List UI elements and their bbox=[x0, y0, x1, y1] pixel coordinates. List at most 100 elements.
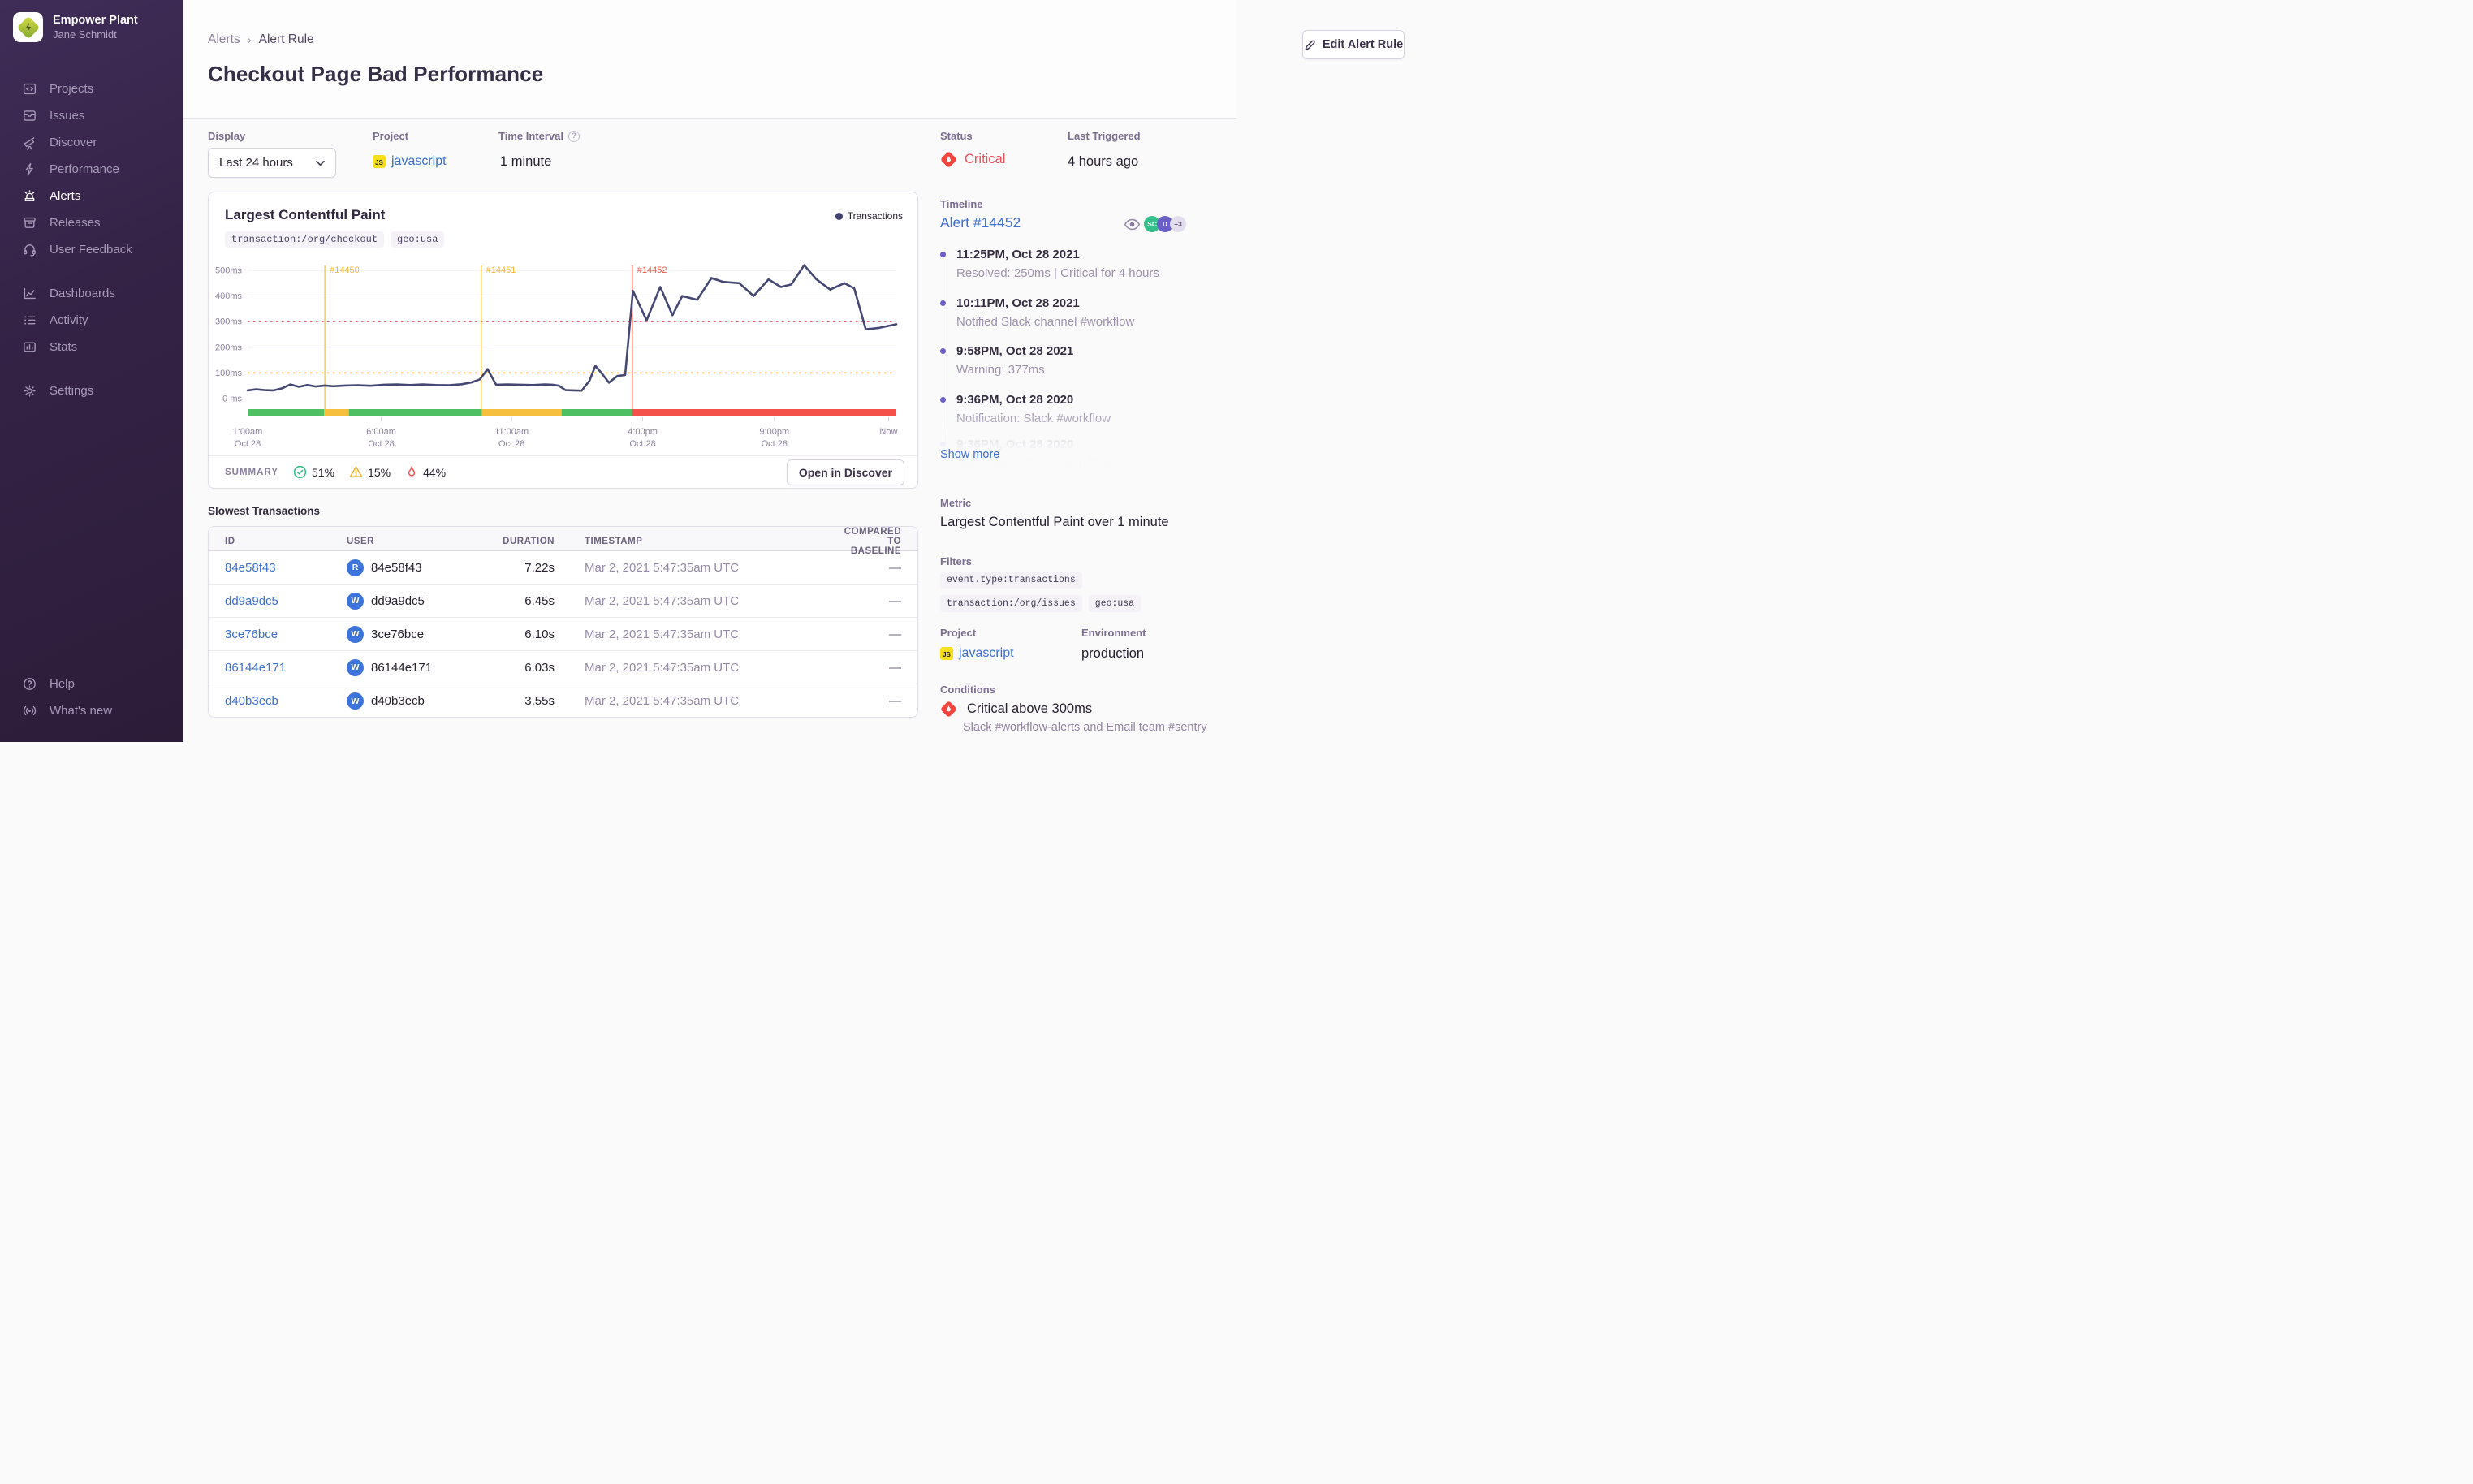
user-avatar: W bbox=[347, 658, 364, 676]
lcp-line-chart[interactable]: 0 ms 100ms 200ms 300ms 400ms 500ms #14450 #1445… bbox=[209, 261, 919, 457]
sidebar-item-label: Help bbox=[50, 677, 75, 691]
sidebar-item-releases[interactable]: Releases bbox=[0, 209, 183, 236]
page-title: Checkout Page Bad Performance bbox=[208, 62, 544, 86]
environment-value: production bbox=[1081, 646, 1145, 661]
show-more-link[interactable]: Show more bbox=[940, 448, 1000, 461]
event-description: Notification: Slack #workflow bbox=[956, 412, 1111, 425]
sidebar-item-issues[interactable]: Issues bbox=[0, 102, 183, 129]
svg-text:#14450: #14450 bbox=[330, 265, 360, 275]
javascript-platform-icon: JS bbox=[940, 647, 953, 660]
sidebar-item-label: Settings bbox=[50, 384, 94, 398]
sidebar-item-label: Dashboards bbox=[50, 287, 115, 300]
transaction-id-link[interactable]: 3ce76bce bbox=[225, 627, 278, 641]
transaction-id-link[interactable]: 86144e171 bbox=[225, 660, 287, 675]
event-time: 9:58PM, Oct 28 2021 bbox=[956, 344, 1074, 358]
display-label: Display bbox=[208, 130, 246, 142]
timeline-label: Timeline bbox=[940, 198, 983, 210]
event-description: Resolved: 250ms | Critical for 4 hours bbox=[956, 266, 1159, 280]
baseline-cell: — bbox=[889, 660, 901, 675]
baseline-cell: — bbox=[889, 627, 901, 641]
sidebar: Empower Plant Jane Schmidt Projects Issue… bbox=[0, 0, 183, 742]
transaction-id-link[interactable]: dd9a9dc5 bbox=[225, 593, 278, 608]
dashboards-icon bbox=[22, 286, 37, 301]
critical-fire-icon bbox=[939, 150, 958, 169]
conditions-label: Conditions bbox=[940, 684, 995, 696]
display-select[interactable]: Last 24 hours bbox=[208, 148, 336, 178]
avatar-stack: SC D +3 bbox=[1144, 216, 1186, 232]
org-user: Jane Schmidt bbox=[53, 28, 117, 41]
watch-eye-icon bbox=[1124, 218, 1141, 231]
svg-text:200ms: 200ms bbox=[215, 343, 243, 352]
sidebar-item-label: Discover bbox=[50, 136, 97, 149]
whats-new-icon bbox=[22, 703, 37, 718]
timeline-dot-icon bbox=[940, 442, 946, 447]
sidebar-menu: Projects Issues Discover Performance Alerts R… bbox=[0, 75, 183, 404]
timeline-event: 11:25PM, Oct 28 2021 Resolved: 250ms | Cr… bbox=[940, 247, 1159, 283]
open-in-discover-button[interactable]: Open in Discover bbox=[786, 459, 904, 485]
event-time: 10:11PM, Oct 28 2021 bbox=[956, 296, 1080, 310]
help-icon bbox=[22, 676, 37, 692]
sidebar-item-user-feedback[interactable]: User Feedback bbox=[0, 236, 183, 263]
discover-icon bbox=[22, 135, 37, 150]
sidebar-item-activity[interactable]: Activity bbox=[0, 307, 183, 334]
transaction-id-link[interactable]: 84e58f43 bbox=[225, 560, 276, 575]
breadcrumb-chevron-icon: › bbox=[247, 32, 252, 47]
sidebar-item-help[interactable]: Help bbox=[0, 671, 183, 697]
svg-text:1:00am: 1:00am bbox=[233, 427, 263, 437]
transaction-id-link[interactable]: d40b3ecb bbox=[225, 694, 278, 708]
sidebar-item-label: Alerts bbox=[50, 189, 81, 203]
timeline-event: 10:11PM, Oct 28 2021 Notified Slack chann… bbox=[940, 296, 1134, 331]
sidebar-item-label: Stats bbox=[50, 340, 78, 354]
details-project-label: Project bbox=[940, 627, 977, 639]
user-cell: W 3ce76bce bbox=[347, 625, 490, 643]
breadcrumb-alerts-link[interactable]: Alerts bbox=[208, 32, 240, 46]
sidebar-item-what-s-new[interactable]: What's new bbox=[0, 697, 183, 724]
duration-cell: 3.55s bbox=[524, 694, 555, 708]
alert-id-link[interactable]: Alert #14452 bbox=[940, 214, 1021, 231]
legend-transactions[interactable]: Transactions bbox=[835, 210, 903, 222]
timestamp-cell: Mar 2, 2021 5:47:35am UTC bbox=[585, 560, 740, 575]
chart-tag-chip: transaction:/org/checkout bbox=[225, 231, 385, 248]
col-timestamp: TIMESTAMP bbox=[585, 537, 643, 546]
sidebar-item-settings[interactable]: Settings bbox=[0, 377, 183, 404]
metric-value: Largest Contentful Paint over 1 minute bbox=[940, 515, 1169, 529]
timeline-event: 9:36PM, Oct 28 2020 Notification: Slack #… bbox=[940, 392, 1111, 428]
sidebar-item-alerts[interactable]: Alerts bbox=[0, 183, 183, 209]
edit-alert-rule-button[interactable]: Edit Alert Rule bbox=[1302, 30, 1405, 59]
condition-actions: Slack #workflow-alerts and Email team #s… bbox=[963, 721, 1207, 734]
sidebar-item-projects[interactable]: Projects bbox=[0, 75, 183, 102]
issues-icon bbox=[22, 108, 37, 123]
baseline-cell: — bbox=[889, 593, 901, 608]
event-description: Notified Slack channel #workflow bbox=[956, 315, 1135, 329]
event-description: Warning: 377ms bbox=[956, 363, 1045, 377]
filter-chip: event.type:transactions bbox=[940, 572, 1082, 589]
org-switcher[interactable]: Empower Plant Jane Schmidt bbox=[0, 0, 183, 54]
svg-text:6:00am: 6:00am bbox=[366, 427, 396, 437]
sidebar-item-performance[interactable]: Performance bbox=[0, 156, 183, 183]
sidebar-item-discover[interactable]: Discover bbox=[0, 129, 183, 156]
col-id: ID bbox=[225, 537, 235, 546]
details-project-link[interactable]: JS javascript bbox=[940, 646, 1014, 661]
duration-cell: 6.03s bbox=[524, 660, 555, 675]
check-circle-icon bbox=[293, 465, 307, 479]
svg-text:Oct 28: Oct 28 bbox=[629, 439, 655, 449]
svg-text:Oct 28: Oct 28 bbox=[368, 439, 394, 449]
table-row: 86144e171 W 86144e171 6.03s Mar 2, 2021 5:47… bbox=[209, 651, 917, 684]
org-logo bbox=[13, 12, 43, 42]
sidebar-item-stats[interactable]: Stats bbox=[0, 334, 183, 360]
svg-text:100ms: 100ms bbox=[215, 369, 243, 378]
table-body: 84e58f43 R 84e58f43 7.22s Mar 2, 2021 5:47:3… bbox=[209, 551, 917, 717]
user-cell: R 84e58f43 bbox=[347, 559, 490, 576]
project-label: Project bbox=[373, 130, 409, 142]
user-feedback-icon bbox=[22, 242, 37, 257]
sidebar-item-dashboards[interactable]: Dashboards bbox=[0, 280, 183, 307]
metric-label: Metric bbox=[940, 497, 972, 509]
svg-text:Oct 28: Oct 28 bbox=[498, 439, 524, 449]
table-header-row: ID USER DURATION TIMESTAMP COMPARED TO BASEL… bbox=[209, 527, 917, 556]
sidebar-item-label: What's new bbox=[50, 704, 113, 718]
duration-cell: 6.45s bbox=[524, 593, 555, 608]
project-link[interactable]: JS javascript bbox=[373, 154, 447, 169]
